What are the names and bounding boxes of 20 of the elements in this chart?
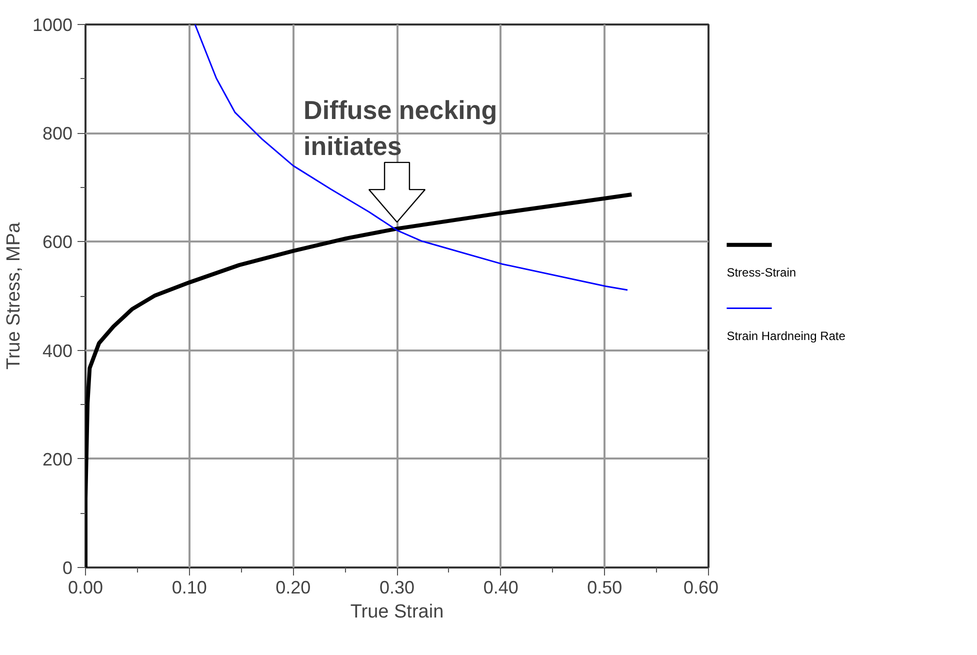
line-series: [86, 192, 634, 568]
line-series: [194, 24, 628, 291]
y-tick-label: 0: [62, 558, 73, 578]
y-axis-title: True Stress, MPa: [3, 222, 24, 370]
y-tick-label: 1000: [32, 15, 73, 35]
text: Strain Hardneing Rate: [726, 328, 846, 343]
x-tick-label: 0.10: [172, 578, 207, 598]
x-tick-label: 0.30: [379, 578, 415, 598]
x-tick-label: 0.60: [683, 578, 719, 598]
text: Stress-Strain: [726, 265, 796, 280]
y-tick-label: 800: [42, 124, 73, 144]
x-tick-label: 0.00: [68, 578, 104, 598]
annotation: Diffuse necking initiates: [304, 94, 498, 161]
y-tick-label: 200: [42, 449, 73, 470]
y-tick-label: 400: [42, 340, 73, 361]
x-axis-title: True Strain: [350, 602, 444, 622]
x-tick-label: 0.20: [276, 578, 311, 598]
x-tick-label: 0.50: [587, 578, 622, 598]
x-tick-label: 0.40: [483, 578, 518, 598]
y-tick-label: 600: [42, 232, 73, 252]
